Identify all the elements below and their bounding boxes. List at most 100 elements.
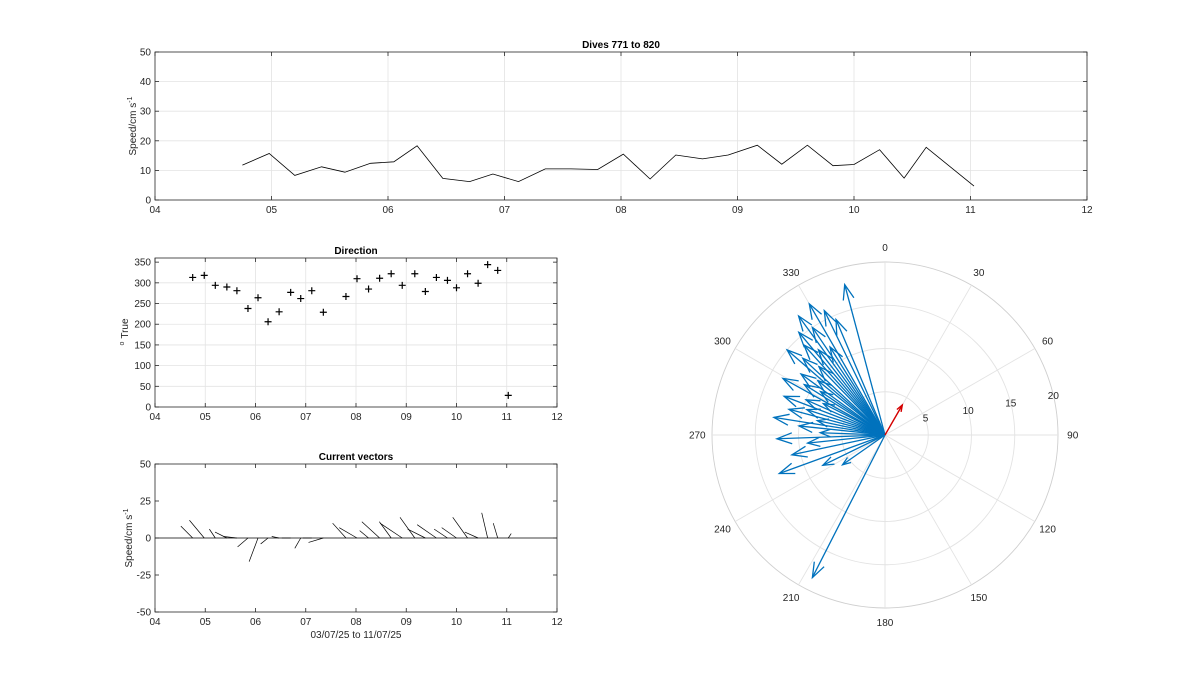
polar-vector-head — [774, 432, 793, 445]
polar-vector-head — [781, 377, 799, 391]
direction-point — [432, 273, 440, 281]
direction-point — [387, 270, 395, 278]
polar-r-label: 5 — [923, 413, 929, 424]
speed-xtick-label: 11 — [965, 205, 976, 216]
speed-xtick-label: 08 — [615, 205, 627, 216]
speed-xtick-label: 10 — [848, 205, 860, 216]
direction-marks — [189, 261, 512, 399]
polar-spoke — [884, 434, 1036, 522]
direction-point — [494, 266, 502, 274]
direction-point — [398, 281, 406, 289]
polar-vector-head — [777, 462, 796, 475]
direction-point — [453, 284, 460, 292]
polar-vector-shaft — [803, 384, 886, 436]
polar-vector-head — [811, 561, 825, 580]
direction-point — [464, 270, 472, 278]
polar-vector-shaft — [835, 319, 886, 436]
polar-vector-head — [772, 413, 790, 426]
direction-point — [421, 288, 429, 296]
speed-xtick-label: 05 — [266, 205, 278, 216]
polar-vector-head — [797, 314, 813, 332]
polar-vector-shaft — [844, 284, 886, 436]
polar-vector-shaft — [791, 434, 886, 456]
polar-vector-shaft — [842, 434, 886, 466]
current-vector-stick — [237, 537, 249, 548]
polar-vector-head — [782, 395, 801, 408]
current-vector-stick — [339, 527, 358, 539]
direction-point — [376, 274, 384, 282]
direction-ylabel-text: True — [120, 318, 131, 339]
polar-theta-label: 210 — [783, 593, 800, 604]
vectors-ylabel: Speed/cm s-1 — [123, 508, 135, 567]
direction-ytick-label: 0 — [145, 403, 151, 414]
vectors-marks — [155, 512, 557, 562]
polar-theta-label: 240 — [714, 524, 731, 535]
current-vector-stick — [507, 533, 512, 539]
polar-theta-label: 150 — [971, 593, 988, 604]
direction-point — [254, 294, 262, 302]
polar-vector-head — [808, 302, 823, 320]
current-vector-stick — [379, 522, 403, 539]
direction-point — [244, 304, 252, 312]
polar-vector-shaft — [808, 303, 886, 436]
polar-theta-label: 30 — [973, 268, 985, 279]
current-vector-stick — [407, 528, 426, 539]
polar-vector-head — [797, 421, 814, 433]
direction-point — [233, 287, 241, 295]
current-vector-stick — [464, 531, 479, 539]
vectors-xtick-label: 07 — [300, 617, 312, 628]
polar-vector-shaft — [782, 377, 886, 436]
vectors-xtick-label: 08 — [350, 617, 362, 628]
polar-theta-label: 60 — [1042, 337, 1054, 348]
direction-xtick-label: 11 — [502, 412, 513, 423]
polar-vector-head — [787, 407, 805, 419]
direction-point — [189, 273, 197, 281]
vectors-xtick-label: 12 — [551, 617, 563, 628]
direction-point — [342, 292, 350, 300]
speed-axes: 04 05 06 07 08 09 10 11 12 0 10 20 30 40 50 Dives 771 … — [127, 40, 1093, 216]
current-vector-stick — [452, 517, 468, 539]
direction-point — [443, 276, 451, 284]
vectors-ytick-label: 0 — [145, 534, 151, 545]
direction-xtick-label: 08 — [350, 412, 362, 423]
polar-vector-shaft — [786, 349, 886, 436]
speed-ytick-label: 50 — [140, 48, 152, 59]
polar-vector-head — [804, 399, 821, 411]
polar-vector-shaft — [811, 434, 886, 578]
speed-xtick-label: 07 — [499, 205, 511, 216]
current-vector-stick — [361, 521, 380, 539]
speed-marks — [242, 144, 975, 187]
polar-vector-head — [790, 445, 808, 458]
speed-ytick-label: 20 — [140, 136, 152, 147]
polar-vector-shaft — [818, 366, 886, 436]
vectors-xlabel: 03/07/25 to 11/07/25 — [310, 630, 401, 641]
current-vector-stick — [481, 512, 488, 539]
direction-point — [319, 308, 327, 316]
direction-grid — [155, 258, 557, 407]
polar-ticks: 0 30 60 90 120 150 180 210 240 270 300 330 5 10 15 20 — [689, 243, 1079, 629]
polar-vector-shaft — [803, 344, 886, 436]
polar-vector-shaft — [773, 416, 886, 436]
polar-vector-shaft — [776, 434, 886, 440]
speed-ylabel-sup: -1 — [127, 96, 134, 102]
polar-vector-head — [835, 317, 848, 336]
speed-ytick-label: 40 — [140, 77, 152, 88]
current-vector-stick — [399, 517, 416, 539]
polar-r-label: 15 — [1005, 398, 1017, 409]
current-vector-stick — [433, 528, 448, 539]
polar-vector-head — [799, 372, 817, 388]
speed-xtick-label: 06 — [382, 205, 394, 216]
polar-vector-head — [817, 365, 834, 382]
polar-spoke — [734, 434, 886, 522]
polar-vector-shaft — [779, 434, 886, 475]
direction-ytick-label: 300 — [134, 278, 151, 289]
polar-vector-head — [802, 343, 819, 361]
vectors-ytick-label: -50 — [137, 608, 152, 619]
polar-mean-vector-head — [896, 403, 904, 413]
direction-point — [365, 285, 373, 293]
polar-vector-head — [842, 282, 855, 301]
polar-vector-shaft — [807, 434, 886, 444]
polar-marks — [772, 282, 904, 580]
speed-xtick-label: 04 — [149, 205, 161, 216]
polar-theta-label: 90 — [1067, 431, 1079, 442]
